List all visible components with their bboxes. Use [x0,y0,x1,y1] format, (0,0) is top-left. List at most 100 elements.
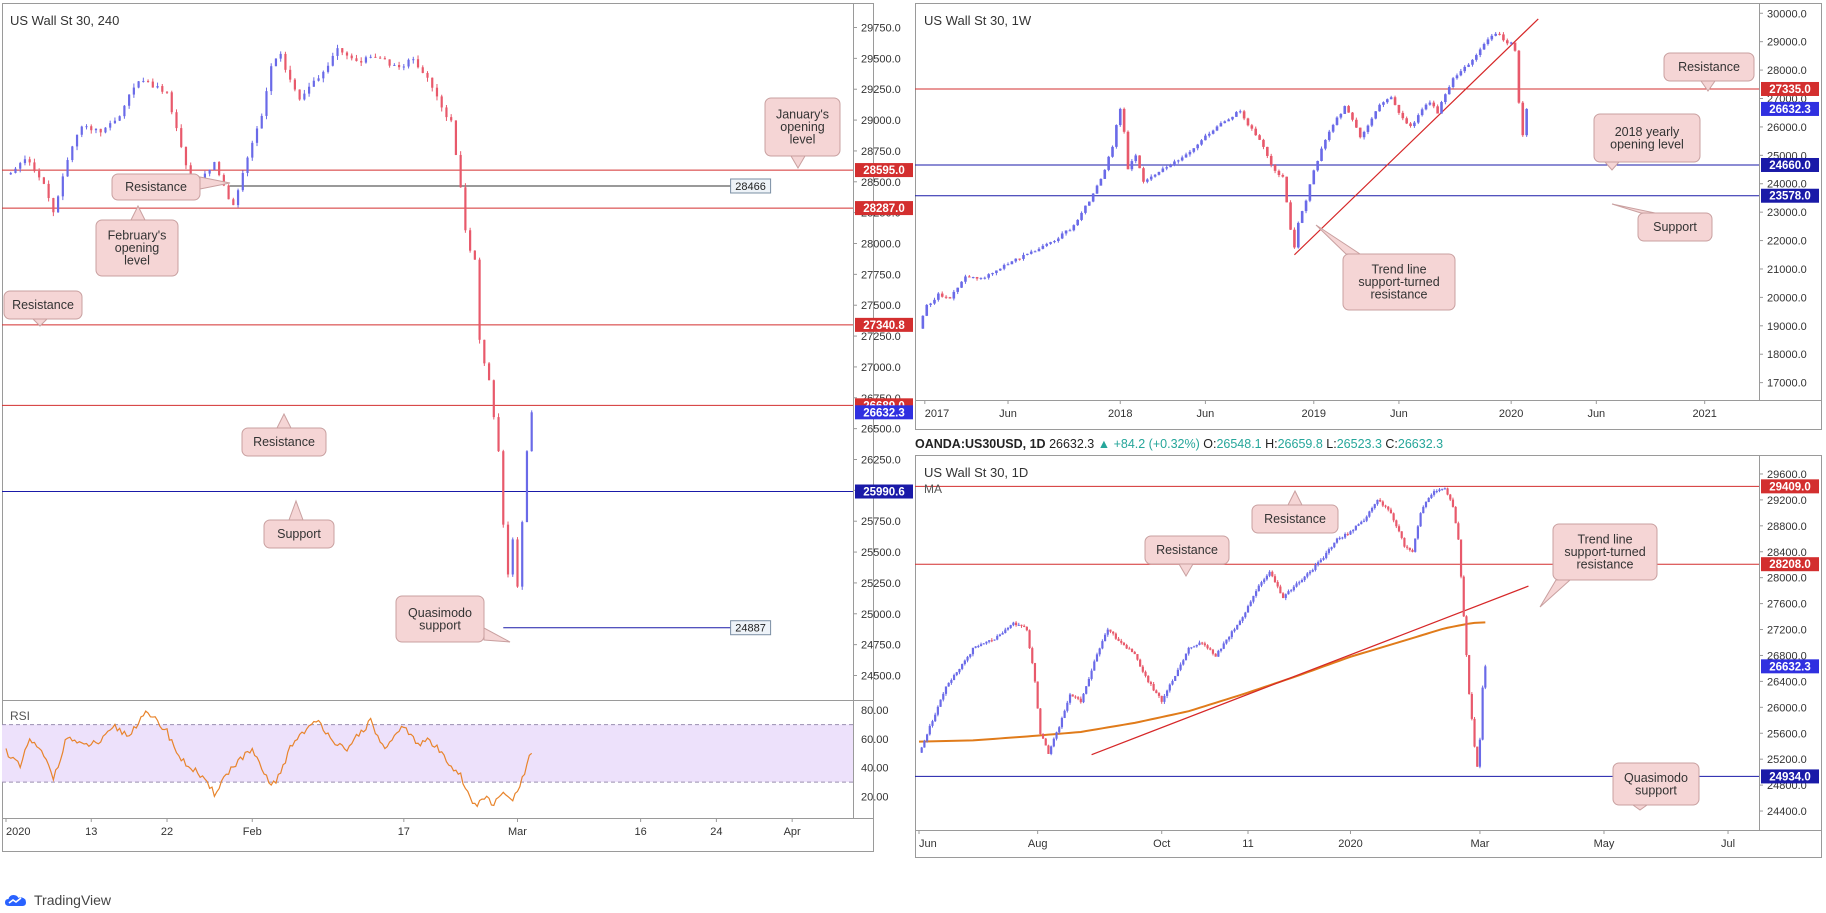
candle-body [1513,42,1517,51]
candle-body [928,725,931,735]
candle-body [487,363,491,381]
x-axis-weekly[interactable]: 2017 Jun 2018 Jun 2019 Jun 2020 Jun 2021 [924,400,1717,420]
y-tick-label: 26000.0 [1767,702,1807,714]
level-price-tag-label: 28208.0 [1769,559,1811,571]
candle-body [934,714,937,722]
candle-body [1360,521,1363,525]
candle-body [1085,686,1088,694]
candle-body [1249,601,1252,607]
candle-body [1327,549,1331,553]
candle-body [1268,571,1271,576]
callout-februarys-opening-level-text: level [124,254,150,268]
candle-body [1168,684,1171,691]
candle-body [1384,505,1387,507]
x-tick-label: Mar [508,826,527,838]
y-tick-label: 30000.0 [1767,8,1807,20]
current-price-tag [855,405,913,420]
x-tick-label: Apr [784,826,801,838]
candle-body [1214,653,1217,657]
candle-body [1195,644,1198,647]
y-tick-label: 28000.0 [1767,65,1807,77]
candle-body [113,120,117,124]
candle-body [1316,160,1319,171]
rsi-panel[interactable]: 80.00 60.00 40.00 20.00 RSI [2,705,889,808]
candle-body [1393,97,1397,105]
candle-body [1039,708,1042,735]
candle-body [1478,49,1482,56]
candle-body [1414,538,1417,552]
candle-body [402,66,405,68]
candle-body [56,196,60,213]
candle-body [1157,693,1161,696]
y-tick-label: 27750.0 [861,269,901,281]
candle-body [1155,690,1158,694]
candle-body [1236,624,1239,630]
candle-body [1325,552,1328,559]
candle-body [1087,678,1090,687]
x-axis-daily[interactable]: Jun Aug Oct 11 2020 Mar May Jul [918,830,1735,850]
candle-body [1190,647,1193,649]
candle-body [416,59,420,68]
candle-body [1436,106,1439,114]
callout-resistance-26689: Resistance [241,412,327,457]
candle-body [255,128,259,143]
y-axis-weekly[interactable]: 30000.029000.028000.027000.026000.025000… [1759,8,1807,390]
candle-body [1192,148,1196,152]
candle-body [1184,653,1188,661]
candle-body [1025,626,1028,631]
y-tick-label: 19000.0 [1767,321,1807,333]
y-axis-daily[interactable]: 29600.0 29200.0 28800.0 28400.0 28000.0 27600… [1759,469,1807,818]
y-tick-label: 25250.0 [861,578,901,590]
candle-body [1502,34,1505,41]
candle-body [350,55,353,59]
candle-body [1298,582,1301,584]
candle-body [132,87,135,95]
candle-body [1349,531,1352,535]
x-axis-h4[interactable]: 2020 13 22 Feb 17 Mar 16 24 Apr [5,818,801,838]
x-tick-label: Jun [919,838,937,850]
candle-body [1020,624,1023,626]
tradingview-branding[interactable]: TradingView [4,890,111,910]
candle-body [1246,606,1250,613]
candle-body [355,58,358,62]
x-tick-label: 2017 [925,408,949,420]
candle-body [180,128,183,147]
candle-body [1454,506,1457,524]
y-tick-label: 27600.0 [1767,599,1807,611]
y-axis-h4[interactable]: 29750.0 29500.0 29250.0 29000.0 28750.0 28500… [853,23,901,683]
candle-body [1287,591,1290,595]
trend-line[interactable] [1091,585,1529,756]
candle-body [1091,193,1095,202]
chart-panel-h4[interactable]: 29750.0 29500.0 29250.0 29000.0 28750.0 28500… [2,3,913,852]
y-tick-label: 25200.0 [1767,754,1807,766]
candle-body [1381,501,1384,506]
candle-body [1428,102,1432,105]
candle-body [1206,645,1209,649]
candle-body [1254,591,1258,596]
candle-body [1320,148,1323,161]
candle-body [1115,125,1118,147]
y-tick-label: 29000.0 [861,115,901,127]
candle-body [1134,155,1138,162]
x-tick-label: Jun [1390,408,1408,420]
candle-body [1311,569,1314,572]
candle-body [1238,620,1242,625]
candle-body [156,86,159,88]
candle-body [1149,176,1153,180]
level-price-tag [1761,188,1819,203]
candle-body [1107,156,1110,170]
candle-body [1269,155,1273,166]
candle-body [958,668,961,673]
candle-body [236,190,240,206]
candle-body [322,71,325,79]
candle-body [369,56,372,58]
segment-tag-label: 28466 [735,181,766,193]
trend-line[interactable] [1294,18,1539,256]
x-tick-label: 24 [710,826,722,838]
current-price-tag [1761,101,1819,116]
candles-h4 [9,44,533,590]
candle-body [1365,516,1368,521]
candle-body [1026,253,1029,255]
candle-body [1432,491,1436,495]
candle-body [1171,680,1174,685]
